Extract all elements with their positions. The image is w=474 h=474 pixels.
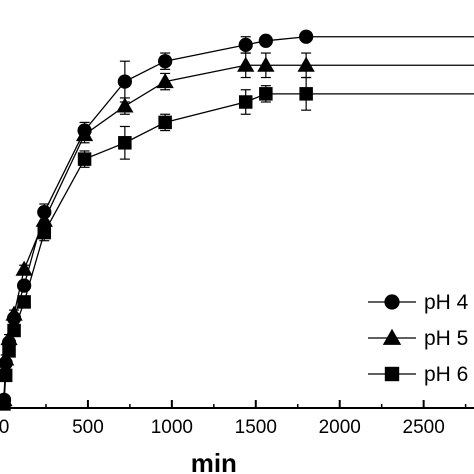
series-line-ph-5: [3, 64, 474, 400]
x-tick-label: 0: [0, 417, 9, 438]
series-lines: [3, 36, 474, 404]
data-point-ph-6: [0, 397, 11, 411]
data-markers: [0, 29, 315, 411]
legend-label-ph-4: pH 4: [424, 291, 469, 314]
data-point-ph-6: [259, 87, 273, 101]
legend-label-ph-5: pH 5: [424, 327, 468, 350]
series-line-ph-6: [3, 93, 474, 404]
data-point-ph-6: [77, 152, 92, 166]
data-point-ph-6: [37, 225, 52, 240]
data-point-ph-5: [35, 211, 53, 227]
x-tick-label: 500: [72, 417, 104, 438]
series-line-ph-4: [3, 36, 474, 400]
legend-marker-ph-6: [384, 366, 400, 382]
data-point-ph-4: [299, 29, 314, 44]
x-tick-label: 2500: [403, 417, 445, 438]
data-point-ph-6: [17, 295, 31, 309]
data-point-ph-6: [118, 136, 132, 150]
data-point-ph-5: [297, 56, 315, 72]
x-axis-ticks: 0 500 1000 1500 2000 2500: [0, 400, 467, 438]
data-point-ph-5: [116, 97, 134, 113]
data-point-ph-5: [5, 305, 23, 321]
data-point-ph-6: [238, 95, 253, 109]
data-point-ph-5: [0, 330, 18, 346]
legend-marker-ph-5: [382, 328, 402, 345]
x-axis-label: min: [191, 448, 237, 474]
data-point-ph-4: [117, 74, 132, 89]
data-point-ph-5: [237, 56, 255, 72]
data-point-ph-5: [75, 126, 94, 142]
x-tick-label: 1500: [235, 417, 277, 438]
legend-marker-ph-4: [384, 294, 400, 310]
data-point-ph-5: [257, 56, 275, 72]
data-point-ph-6: [0, 368, 13, 383]
data-point-ph-6: [158, 115, 172, 130]
data-point-ph-4: [17, 278, 32, 293]
data-point-ph-4: [158, 54, 173, 69]
data-point-ph-5: [15, 260, 33, 276]
data-point-ph-4: [238, 37, 253, 53]
x-tick-label: 1000: [151, 417, 193, 438]
data-point-ph-6: [7, 323, 21, 338]
data-point-ph-6: [299, 87, 313, 101]
legend: pH 4 pH 5 pH 6: [368, 291, 469, 386]
data-point-ph-4: [258, 33, 273, 48]
x-tick-label: 2000: [319, 417, 361, 438]
data-point-ph-6: [2, 344, 16, 358]
legend-label-ph-6: pH 6: [424, 363, 468, 386]
data-point-ph-5: [156, 72, 174, 89]
